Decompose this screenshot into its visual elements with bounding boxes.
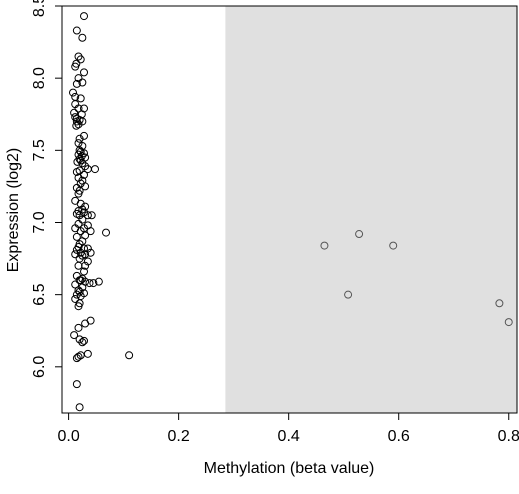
data-point [75, 287, 84, 296]
data-point-shaded [495, 299, 504, 308]
x-axis-title: Methylation (beta value) [204, 460, 375, 477]
data-point-shaded [389, 241, 398, 250]
y-tick-label: 7.5 [31, 139, 48, 161]
x-axis-ticks: 0.0 0.2 0.4 0.6 0.8 [57, 413, 519, 445]
data-point [74, 352, 83, 361]
data-point [75, 403, 84, 412]
data-point [69, 88, 78, 97]
data-point [78, 251, 87, 260]
data-point [76, 276, 85, 285]
data-point [72, 232, 81, 241]
data-point [74, 189, 83, 198]
data-point [83, 349, 92, 358]
plot-frame [61, 5, 518, 414]
data-point [76, 55, 85, 64]
data-point [81, 162, 90, 171]
data-point [72, 290, 81, 299]
data-point [80, 104, 89, 113]
data-point [70, 331, 79, 340]
data-point [74, 120, 83, 129]
y-axis-title: Expression (log2) [5, 148, 22, 273]
data-point [72, 183, 81, 192]
data-point [71, 62, 80, 71]
data-point [89, 279, 98, 288]
y-tick-label: 6.5 [31, 283, 48, 305]
data-point [73, 157, 82, 166]
data-point [78, 237, 87, 246]
data-point [83, 257, 92, 266]
data-point [72, 380, 81, 389]
x-tick-label: 0.4 [278, 428, 300, 445]
y-tick-label: 6.0 [31, 356, 48, 378]
data-points [69, 12, 513, 412]
data-point [75, 134, 84, 143]
data-point [72, 26, 81, 35]
data-point [86, 227, 95, 236]
data-point [76, 227, 85, 236]
y-tick-label: 8.0 [31, 67, 48, 89]
data-point [78, 159, 87, 168]
x-tick-label: 0.6 [388, 428, 410, 445]
data-point [80, 336, 89, 345]
data-point [72, 167, 81, 176]
data-point-shaded [355, 230, 364, 239]
data-point [71, 294, 80, 303]
x-tick-label: 0.8 [498, 428, 519, 445]
x-tick-label: 0.0 [57, 428, 79, 445]
data-point [81, 261, 90, 270]
data-point [81, 319, 90, 328]
x-tick-label: 0.2 [168, 428, 190, 445]
y-axis-ticks: 6.0 6.5 7.0 7.5 8.0 8.5 [31, 0, 62, 378]
data-point [71, 113, 80, 122]
data-point [72, 354, 81, 363]
data-point [75, 146, 84, 155]
data-point [74, 302, 83, 311]
data-point [125, 351, 134, 360]
data-point [78, 141, 87, 150]
data-point [85, 279, 94, 288]
data-point-shaded [344, 290, 353, 299]
data-point [74, 323, 83, 332]
data-point [78, 33, 87, 42]
data-point [81, 182, 90, 191]
data-point [72, 121, 81, 130]
data-point [80, 12, 89, 21]
data-point [75, 211, 84, 220]
data-point [78, 78, 87, 87]
data-point [71, 280, 80, 289]
shaded-region [225, 6, 517, 413]
data-point [78, 338, 87, 347]
data-point [87, 211, 96, 220]
y-tick-label: 8.5 [31, 0, 48, 17]
data-point [86, 248, 95, 257]
data-point [80, 68, 89, 77]
data-point [80, 131, 89, 140]
data-point [76, 199, 85, 208]
data-point-shaded [320, 241, 329, 250]
data-point [81, 202, 90, 211]
data-point [74, 261, 83, 270]
data-point [83, 211, 92, 220]
data-point [94, 277, 103, 286]
data-point-shaded [504, 318, 513, 327]
data-point [75, 335, 84, 344]
data-point [80, 267, 89, 276]
data-point [91, 165, 100, 174]
data-point [74, 104, 83, 113]
y-tick-label: 7.0 [31, 211, 48, 233]
data-point [72, 79, 81, 88]
data-point [76, 94, 85, 103]
data-point [102, 228, 111, 237]
